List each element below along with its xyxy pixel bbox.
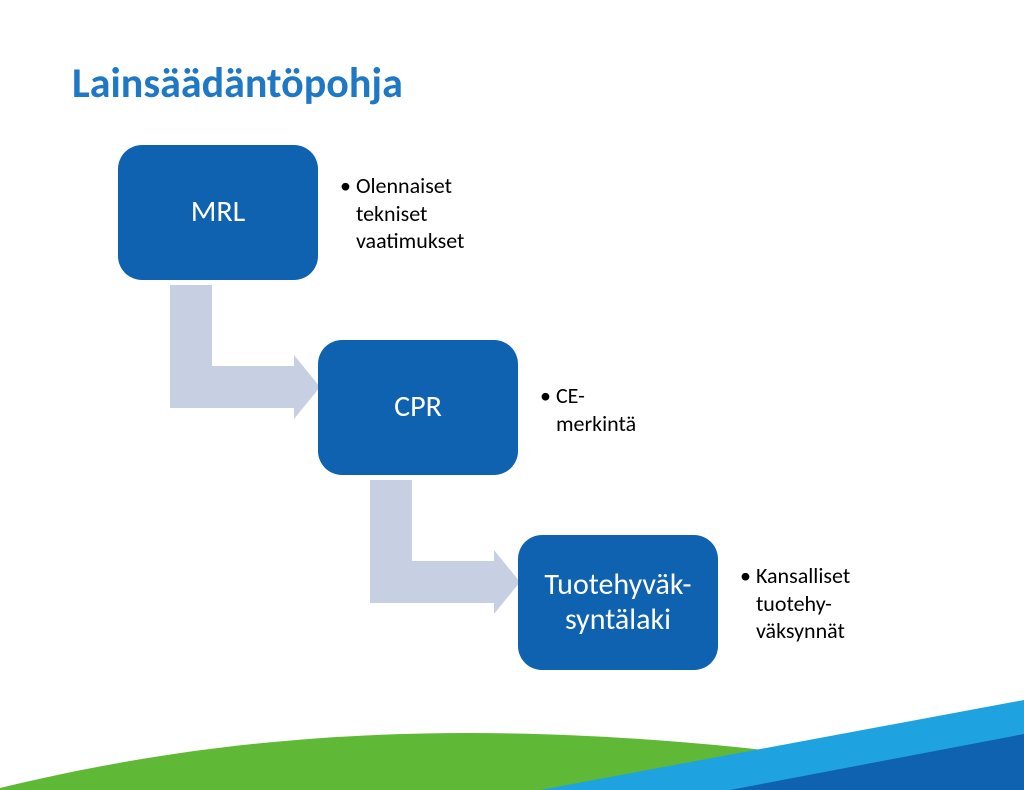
node-desc-mrl: • Olennaisetteknisetvaatimukset bbox=[340, 172, 464, 255]
bullet-icon: • bbox=[340, 172, 356, 200]
node-label: Tuotehyväk- syntälaki bbox=[544, 568, 691, 637]
node-desc-text: CE-merkintä bbox=[556, 382, 636, 437]
bullet-icon: • bbox=[740, 562, 756, 590]
node-label: MRL bbox=[191, 195, 246, 230]
node-cpr: CPR bbox=[318, 340, 518, 475]
slide-title: Lainsäädäntöpohja bbox=[72, 58, 403, 109]
node-desc-cpr: • CE-merkintä bbox=[540, 382, 636, 437]
footer-swoosh bbox=[0, 670, 1024, 790]
node-label: CPR bbox=[394, 390, 442, 425]
node-tuote: Tuotehyväk- syntälaki bbox=[518, 535, 718, 670]
arrow-mrl-to-cpr bbox=[170, 285, 320, 435]
node-mrl: MRL bbox=[118, 145, 318, 280]
node-desc-text: Kansallisettuotehy-väksynnät bbox=[756, 562, 850, 645]
arrow-cpr-to-tuote bbox=[370, 480, 520, 630]
node-desc-tuote: • Kansallisettuotehy-väksynnät bbox=[740, 562, 850, 645]
slide: Lainsäädäntöpohja MRL • Olennaisetteknise… bbox=[0, 0, 1024, 790]
node-desc-text: Olennaisetteknisetvaatimukset bbox=[356, 172, 464, 255]
bullet-icon: • bbox=[540, 382, 556, 410]
